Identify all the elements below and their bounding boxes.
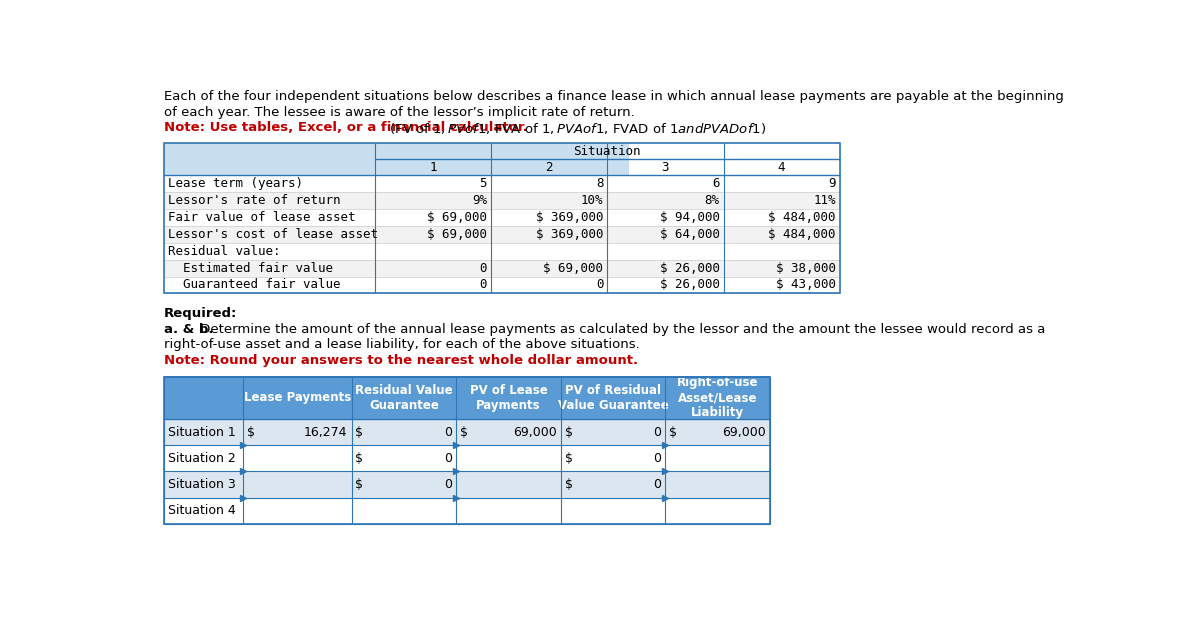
Text: 0: 0 — [444, 452, 452, 465]
Bar — [164, 243, 840, 259]
Text: $: $ — [565, 452, 572, 465]
Text: $ 484,000: $ 484,000 — [768, 228, 836, 240]
Text: Lease Payments: Lease Payments — [244, 391, 350, 404]
Text: 4: 4 — [778, 161, 785, 174]
Text: Situation 1: Situation 1 — [168, 425, 235, 439]
Text: a. & b.: a. & b. — [164, 322, 214, 336]
Text: $ 369,000: $ 369,000 — [536, 228, 604, 240]
Bar — [164, 175, 840, 192]
Bar — [164, 209, 840, 226]
Bar — [164, 142, 629, 175]
Text: 0: 0 — [480, 279, 487, 291]
Text: Lease term (years): Lease term (years) — [168, 177, 302, 190]
Text: Fair value of lease asset: Fair value of lease asset — [168, 211, 355, 224]
Text: $: $ — [247, 425, 254, 439]
Text: $ 369,000: $ 369,000 — [536, 211, 604, 224]
Text: 8%: 8% — [704, 194, 720, 207]
Bar — [164, 419, 770, 445]
Text: 0: 0 — [444, 425, 452, 439]
Text: Guaranteed fair value: Guaranteed fair value — [184, 279, 341, 291]
Text: 1: 1 — [430, 161, 437, 174]
Text: PV of Lease
Payments: PV of Lease Payments — [469, 384, 547, 411]
Text: $ 26,000: $ 26,000 — [660, 261, 720, 275]
Text: Determine the amount of the annual lease payments as calculated by the lessor an: Determine the amount of the annual lease… — [196, 322, 1045, 336]
Text: Note: Use tables, Excel, or a financial calculator.: Note: Use tables, Excel, or a financial … — [164, 121, 528, 134]
Text: Situation 4: Situation 4 — [168, 504, 235, 517]
Text: $: $ — [670, 425, 677, 439]
Text: Required:: Required: — [164, 307, 238, 321]
Text: of each year. The lessee is aware of the lessor’s implicit rate of return.: of each year. The lessee is aware of the… — [164, 106, 635, 118]
Bar — [164, 277, 840, 293]
Text: 2: 2 — [545, 161, 553, 174]
Text: $ 26,000: $ 26,000 — [660, 279, 720, 291]
Text: (FV of $1, PV of $1, FVA of $1, PVA of $1, FVAD of $1 and PVAD of $1): (FV of $1, PV of $1, FVA of $1, PVA of $… — [385, 121, 767, 136]
Text: $: $ — [565, 425, 572, 439]
Text: 9: 9 — [828, 177, 836, 190]
Text: 0: 0 — [596, 279, 604, 291]
Text: 6: 6 — [712, 177, 720, 190]
Text: 8: 8 — [596, 177, 604, 190]
Text: 0: 0 — [480, 261, 487, 275]
Text: $ 69,000: $ 69,000 — [427, 211, 487, 224]
Bar — [164, 471, 770, 497]
Bar — [164, 259, 840, 277]
Text: PV of Residual
Value Guarantee: PV of Residual Value Guarantee — [558, 384, 668, 411]
Bar — [164, 497, 770, 523]
Text: Right-of-use
Asset/Lease
Liability: Right-of-use Asset/Lease Liability — [677, 377, 758, 419]
Text: $ 69,000: $ 69,000 — [427, 228, 487, 240]
Text: Situation 2: Situation 2 — [168, 452, 235, 465]
Bar — [164, 142, 374, 175]
Text: 0: 0 — [654, 478, 661, 491]
Text: Situation: Situation — [574, 144, 641, 158]
Text: 5: 5 — [480, 177, 487, 190]
Text: Lessor's cost of lease asset: Lessor's cost of lease asset — [168, 228, 378, 240]
Text: $: $ — [355, 452, 364, 465]
Text: $ 484,000: $ 484,000 — [768, 211, 836, 224]
Text: 9%: 9% — [472, 194, 487, 207]
Text: 0: 0 — [444, 478, 452, 491]
Text: Each of the four independent situations below describes a finance lease in which: Each of the four independent situations … — [164, 90, 1064, 103]
Text: Lessor's rate of return: Lessor's rate of return — [168, 194, 341, 207]
Text: $ 94,000: $ 94,000 — [660, 211, 720, 224]
Bar — [164, 192, 840, 209]
Text: $ 38,000: $ 38,000 — [776, 261, 836, 275]
Text: 69,000: 69,000 — [514, 425, 557, 439]
Text: 0: 0 — [654, 452, 661, 465]
Text: $: $ — [460, 425, 468, 439]
Text: Estimated fair value: Estimated fair value — [184, 261, 334, 275]
Text: right-of-use asset and a lease liability, for each of the above situations.: right-of-use asset and a lease liability… — [164, 338, 640, 351]
Text: $: $ — [355, 425, 364, 439]
Text: Residual Value
Guarantee: Residual Value Guarantee — [355, 384, 452, 411]
Bar — [164, 226, 840, 243]
Bar — [164, 445, 770, 471]
Bar — [164, 142, 840, 293]
Text: $ 64,000: $ 64,000 — [660, 228, 720, 240]
Text: Situation 3: Situation 3 — [168, 478, 235, 491]
Text: 3: 3 — [661, 161, 670, 174]
Text: 11%: 11% — [814, 194, 836, 207]
Text: Residual value:: Residual value: — [168, 245, 281, 258]
Text: Note: Round your answers to the nearest whole dollar amount.: Note: Round your answers to the nearest … — [164, 354, 638, 366]
Text: 69,000: 69,000 — [722, 425, 766, 439]
Bar — [164, 377, 770, 523]
Text: $ 69,000: $ 69,000 — [544, 261, 604, 275]
Bar — [164, 377, 770, 419]
Text: $ 43,000: $ 43,000 — [776, 279, 836, 291]
Text: 10%: 10% — [581, 194, 604, 207]
Text: 16,274: 16,274 — [304, 425, 348, 439]
Text: 0: 0 — [654, 425, 661, 439]
Text: $: $ — [565, 478, 572, 491]
Text: $: $ — [355, 478, 364, 491]
